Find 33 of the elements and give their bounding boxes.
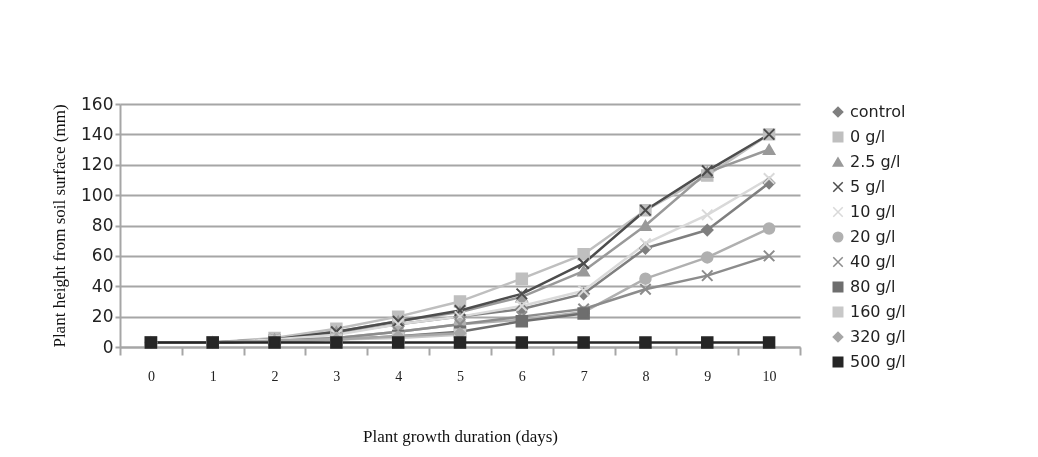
legend-label: 40 g/l xyxy=(850,252,896,271)
y-tick-label: 20 xyxy=(91,306,114,327)
y-tick-label: 80 xyxy=(91,215,114,235)
x-tick-label: 7 xyxy=(580,368,588,384)
y-tick-label: 60 xyxy=(91,245,114,266)
x-axis-title: Plant growth duration (days) xyxy=(363,426,558,446)
x-tick-label: 5 xyxy=(457,368,464,384)
x-tick-label: 4 xyxy=(395,368,403,384)
y-tick-label: 160 xyxy=(81,93,114,114)
legend-label: 10 g/l xyxy=(850,202,896,221)
x-tick-label: 2 xyxy=(271,368,279,384)
legend-label: 500 g/l xyxy=(850,352,906,371)
y-tick-label: 100 xyxy=(81,184,114,205)
legend-label: control xyxy=(850,102,906,121)
y-tick-label: 0 xyxy=(102,336,114,357)
legend-label: 160 g/l xyxy=(850,302,906,321)
legend-label: 2.5 g/l xyxy=(850,152,901,171)
x-tick-label: 3 xyxy=(333,368,341,384)
legend-label: 0 g/l xyxy=(850,127,886,146)
x-tick-label: 0 xyxy=(147,368,155,384)
x-tick-label: 6 xyxy=(518,368,526,384)
legend-label: 20 g/l xyxy=(850,227,896,246)
legend-label: 320 g/l xyxy=(850,327,906,346)
y-axis-title: Plant height from soil surface (mm) xyxy=(50,104,70,348)
x-tick-label: 9 xyxy=(704,368,712,384)
x-tick-label: 8 xyxy=(642,368,650,384)
x-tick-label: 1 xyxy=(209,368,217,384)
x-tick-label: 10 xyxy=(762,368,777,384)
y-tick-label: 40 xyxy=(91,275,114,296)
legend-label: 5 g/l xyxy=(850,177,886,196)
y-tick-label: 120 xyxy=(81,154,114,175)
y-tick-label: 140 xyxy=(81,123,114,144)
legend-label: 80 g/l xyxy=(850,277,896,296)
